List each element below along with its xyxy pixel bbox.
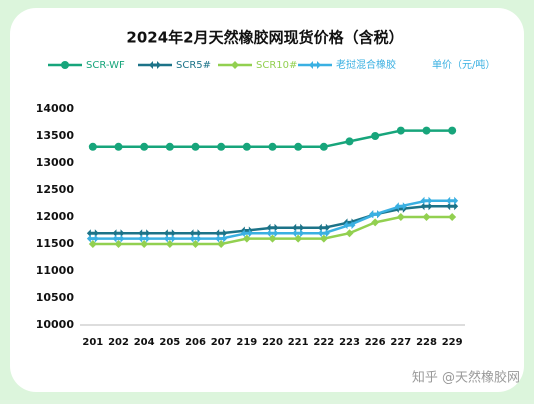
- card: [10, 8, 524, 392]
- marker: [163, 234, 176, 243]
- legend-label: 老挝混合橡胶: [336, 58, 396, 71]
- marker: [420, 202, 433, 211]
- marker: [446, 196, 459, 205]
- x-tick-label: 207: [211, 337, 232, 348]
- x-tick-label: 219: [236, 337, 257, 348]
- y-tick-label: 12500: [36, 183, 75, 196]
- marker: [189, 229, 202, 238]
- marker: [396, 126, 405, 135]
- marker: [86, 234, 99, 243]
- x-tick-label: 226: [365, 337, 386, 348]
- chart-title: 2024年2月天然橡胶网现货价格（含税）: [126, 29, 403, 47]
- marker: [448, 213, 457, 221]
- marker: [86, 229, 99, 238]
- marker: [266, 223, 279, 232]
- marker: [88, 142, 97, 151]
- y-tick-label: 14000: [36, 102, 75, 115]
- marker: [345, 137, 354, 146]
- marker: [371, 218, 380, 227]
- marker: [231, 61, 239, 69]
- marker: [163, 229, 176, 238]
- y-tick-label: 10500: [36, 291, 75, 304]
- marker: [422, 126, 431, 135]
- legend-label: SCR10#: [256, 60, 297, 71]
- y-tick-label: 11500: [36, 237, 75, 250]
- watermark: 知乎 @天然橡胶网: [412, 370, 520, 386]
- marker: [114, 142, 123, 151]
- marker: [292, 229, 305, 238]
- marker: [138, 234, 151, 243]
- marker: [420, 196, 433, 205]
- x-tick-label: 229: [442, 337, 463, 348]
- marker: [369, 210, 382, 219]
- marker: [448, 126, 457, 135]
- x-tick-label: 228: [416, 337, 437, 348]
- marker: [343, 221, 356, 230]
- x-tick-label: 222: [313, 337, 334, 348]
- x-tick-label: 220: [262, 337, 283, 348]
- marker: [446, 202, 459, 211]
- marker: [309, 61, 321, 69]
- x-tick-label: 227: [390, 337, 411, 348]
- x-tick-label: 206: [185, 337, 206, 348]
- marker: [191, 142, 200, 151]
- marker: [61, 61, 69, 69]
- marker: [345, 229, 354, 238]
- marker: [394, 202, 407, 211]
- marker: [422, 213, 431, 221]
- y-tick-label: 11000: [36, 264, 75, 277]
- marker: [189, 234, 202, 243]
- marker: [266, 229, 279, 238]
- marker: [396, 213, 405, 221]
- y-axis-label: 单价（元/吨）: [432, 58, 495, 71]
- x-tick-label: 205: [159, 337, 180, 348]
- y-tick-label: 13000: [36, 156, 75, 169]
- x-tick-label: 221: [288, 337, 309, 348]
- marker: [319, 142, 328, 151]
- legend-label: SCR5#: [176, 60, 211, 71]
- marker: [294, 142, 303, 151]
- marker: [292, 223, 305, 232]
- x-tick-label: 223: [339, 337, 360, 348]
- marker: [215, 229, 228, 238]
- marker: [317, 223, 330, 232]
- x-tick-label: 201: [82, 337, 103, 348]
- marker: [268, 142, 277, 151]
- y-tick-label: 10000: [36, 318, 75, 331]
- x-tick-label: 202: [108, 337, 129, 348]
- marker: [371, 132, 380, 140]
- y-tick-label: 13500: [36, 129, 75, 142]
- legend-label: SCR-WF: [86, 60, 125, 71]
- marker: [140, 142, 149, 151]
- marker: [317, 229, 330, 238]
- marker: [217, 142, 226, 151]
- marker: [215, 234, 228, 243]
- marker: [165, 142, 174, 151]
- y-tick-label: 12000: [36, 210, 75, 223]
- marker: [240, 229, 253, 238]
- marker: [242, 142, 251, 151]
- marker: [138, 229, 151, 238]
- x-tick-label: 204: [134, 337, 155, 348]
- marker: [112, 229, 125, 238]
- marker: [149, 61, 161, 69]
- marker: [112, 234, 125, 243]
